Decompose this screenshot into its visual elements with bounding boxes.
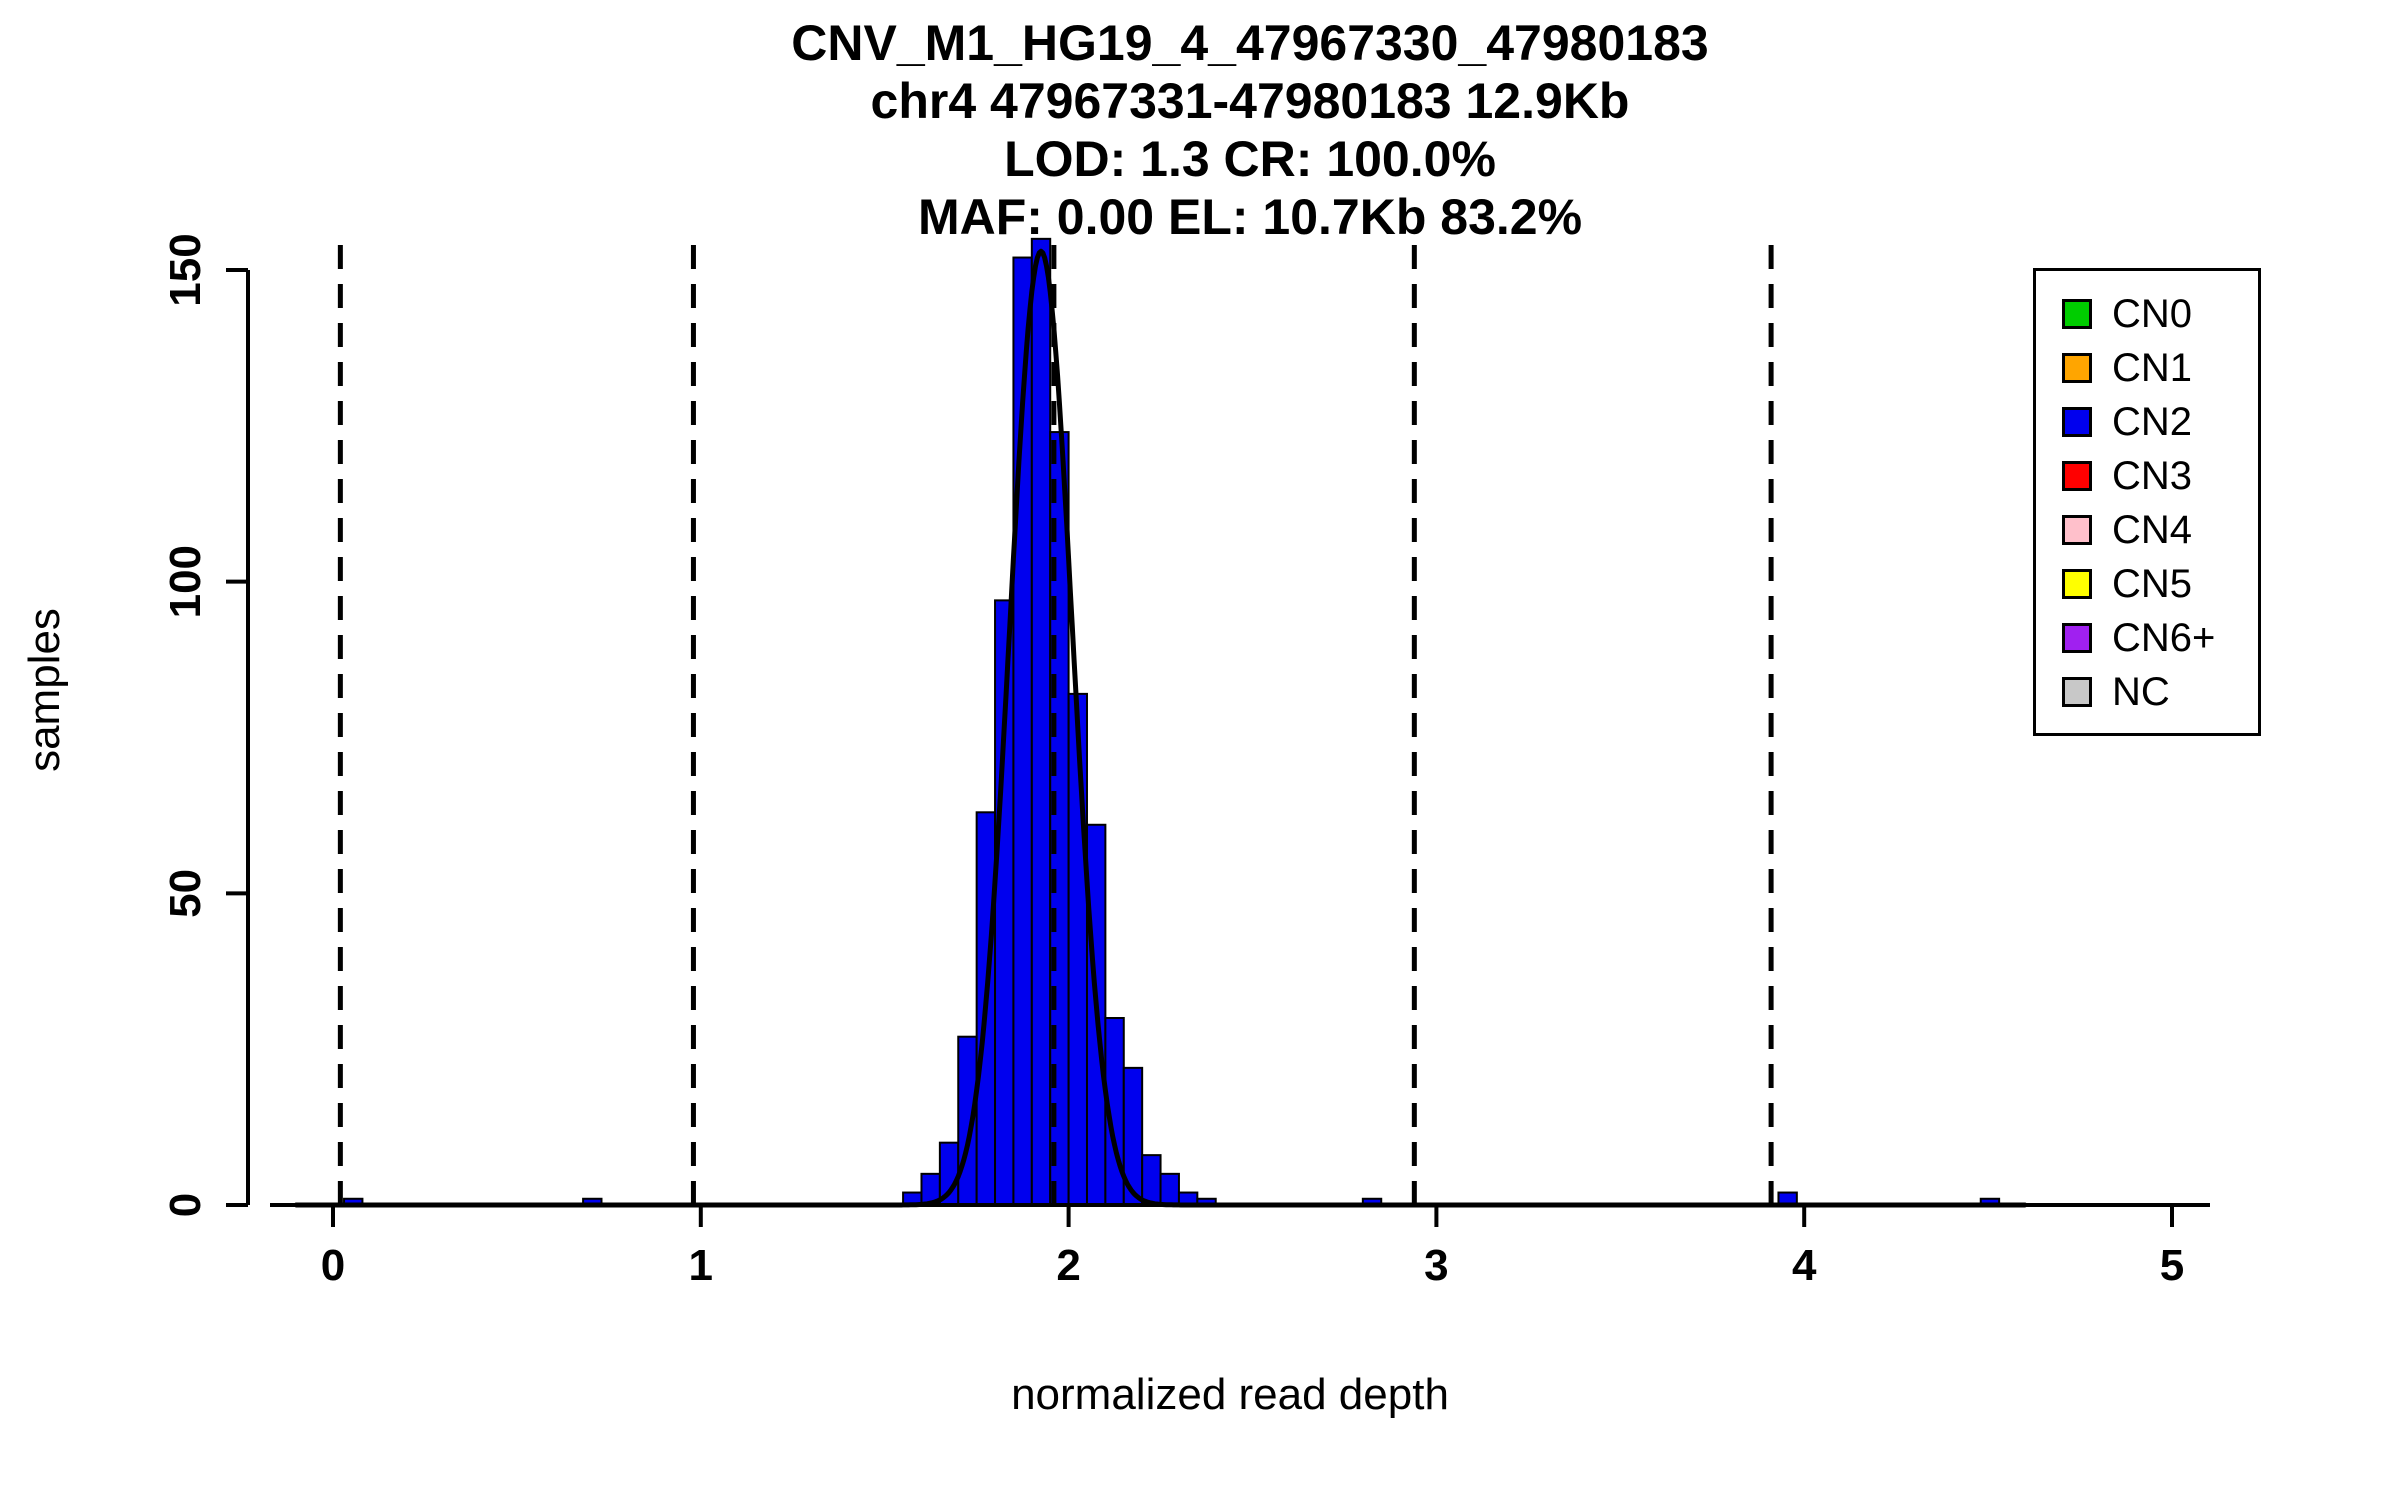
legend-label: CN6+: [2112, 616, 2216, 660]
legend-item: CN4: [2036, 503, 2258, 557]
y-axis-label: samples: [20, 608, 69, 772]
chart-title-line-4: MAF: 0.00 EL: 10.7Kb 83.2%: [917, 189, 1583, 245]
x-axis-tick-label: 0: [321, 1241, 345, 1290]
legend-label: NC: [2112, 670, 2170, 714]
chart-title-line-2: chr4 47967331-47980183 12.9Kb: [870, 73, 1630, 129]
legend-item: CN2: [2036, 395, 2258, 449]
legend-item: CN5: [2036, 557, 2258, 611]
y-axis-tick-label: 0: [161, 1193, 210, 1217]
x-axis-tick-label: 4: [1792, 1241, 1817, 1290]
x-axis-label: normalized read depth: [1011, 1370, 1449, 1419]
legend-label: CN2: [2112, 400, 2193, 444]
legend-item: CN0: [2036, 287, 2258, 341]
legend-item: CN6+: [2036, 611, 2258, 665]
x-axis-tick-label: 5: [2160, 1241, 2184, 1290]
legend-swatch: [2062, 569, 2092, 599]
legend-swatch: [2062, 623, 2092, 653]
legend-swatch: [2062, 353, 2092, 383]
legend-item: CN3: [2036, 449, 2258, 503]
legend-swatch: [2062, 407, 2092, 437]
legend-label: CN0: [2112, 292, 2193, 336]
legend-label: CN5: [2112, 562, 2193, 606]
chart-title-line-3: LOD: 1.3 CR: 100.0%: [1004, 131, 1496, 187]
histogram-bar: [1141, 1154, 1162, 1206]
legend-swatch: [2062, 515, 2092, 545]
legend-item: NC: [2036, 665, 2258, 719]
gaussian-fit-curve: [293, 248, 2028, 1208]
y-axis-tick-label: 100: [161, 545, 210, 618]
histogram-bar: [1159, 1172, 1180, 1206]
y-axis-tick-label: 150: [161, 233, 210, 306]
legend-swatch: [2062, 461, 2092, 491]
legend-swatch: [2062, 299, 2092, 329]
x-axis-tick-label: 1: [689, 1241, 713, 1290]
legend-label: CN4: [2112, 508, 2193, 552]
legend-item: CN1: [2036, 341, 2258, 395]
x-axis-tick-label: 2: [1056, 1241, 1080, 1290]
chart-title-line-1: CNV_M1_HG19_4_47967330_47980183: [791, 15, 1709, 71]
legend-swatch: [2062, 677, 2092, 707]
y-axis-tick-label: 50: [161, 869, 210, 918]
chart-title-block: CNV_M1_HG19_4_47967330_47980183 chr4 479…: [100, 14, 2400, 246]
histogram-bar: [1030, 237, 1052, 1206]
x-axis-tick-label: 3: [1424, 1241, 1448, 1290]
legend-label: CN3: [2112, 454, 2193, 498]
legend-label: CN1: [2112, 346, 2193, 390]
legend: CN0 CN1 CN2 CN3 CN4 CN5 CN6+ NC: [2033, 268, 2261, 736]
